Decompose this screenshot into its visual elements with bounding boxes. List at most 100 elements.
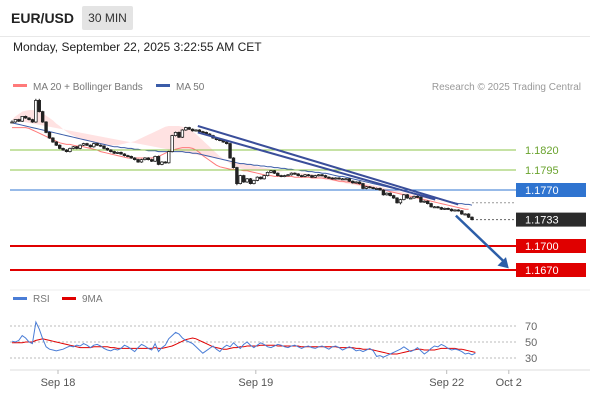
candle-body bbox=[201, 131, 205, 134]
candle-body bbox=[248, 178, 253, 185]
candle-body bbox=[415, 195, 420, 198]
candle-body bbox=[228, 143, 232, 159]
candle-body bbox=[391, 195, 396, 199]
candle-body bbox=[187, 127, 191, 130]
candle-body bbox=[293, 172, 297, 175]
candle-body bbox=[426, 200, 430, 204]
legend-label: RSI bbox=[33, 294, 50, 305]
candle-body bbox=[30, 119, 35, 123]
candle-body bbox=[224, 141, 229, 144]
candle-body bbox=[344, 178, 348, 181]
candle-body bbox=[13, 119, 18, 123]
timeframe-tab[interactable]: 30 MIN bbox=[82, 6, 133, 30]
candle-body bbox=[156, 155, 161, 165]
candle-body bbox=[466, 213, 471, 218]
candle-body bbox=[446, 207, 450, 210]
candle-body bbox=[20, 116, 24, 122]
level-badge-last bbox=[516, 212, 586, 227]
trendline bbox=[197, 125, 459, 206]
candle-body bbox=[463, 213, 467, 216]
candle-body bbox=[184, 127, 188, 131]
candle-body bbox=[320, 174, 324, 177]
candle-body bbox=[51, 137, 55, 143]
legend-swatch bbox=[156, 84, 170, 87]
legend-label: 9MA bbox=[82, 294, 103, 305]
candle-body bbox=[98, 144, 103, 147]
bollinger-band bbox=[12, 110, 469, 207]
candle-body bbox=[27, 117, 31, 120]
projection-arrowhead bbox=[497, 257, 509, 269]
candle-body bbox=[385, 192, 389, 196]
price-legend: MA 20 + Bollinger Bands MA 50 bbox=[13, 82, 205, 93]
candle-body bbox=[419, 196, 423, 203]
candle-body bbox=[78, 144, 82, 149]
candle-body bbox=[460, 210, 464, 215]
candle-body bbox=[378, 187, 382, 191]
candle-body bbox=[10, 121, 14, 124]
candle-body bbox=[167, 151, 171, 164]
level-badge-pivot bbox=[516, 183, 586, 197]
candle-body bbox=[374, 187, 379, 190]
candle-body bbox=[23, 116, 28, 119]
candle-body bbox=[351, 180, 355, 184]
candle-body bbox=[71, 146, 76, 149]
candle-body bbox=[122, 153, 127, 156]
rsi-tick-label: 30 bbox=[525, 353, 537, 365]
candle-body bbox=[177, 131, 181, 138]
candle-body bbox=[136, 159, 140, 163]
candle-body bbox=[170, 135, 174, 153]
x-tick-label: Sep 18 bbox=[41, 377, 76, 389]
candle-body bbox=[255, 176, 260, 181]
candle-body bbox=[269, 170, 273, 173]
candle-body bbox=[276, 172, 280, 176]
candle-body bbox=[408, 197, 413, 200]
candle-body bbox=[259, 176, 263, 180]
candle-body bbox=[286, 174, 290, 177]
candle-body bbox=[334, 177, 338, 180]
candle-body bbox=[265, 171, 270, 176]
candle-body bbox=[105, 147, 110, 151]
candle-body bbox=[422, 200, 426, 203]
candle-body bbox=[330, 177, 334, 180]
level-label-resistance: 1.1820 bbox=[525, 145, 559, 157]
level-label-support: 1.1670 bbox=[525, 265, 559, 277]
candle-body bbox=[327, 176, 331, 179]
rsi-ma-line bbox=[12, 337, 476, 355]
candle-body bbox=[398, 199, 403, 204]
candle-body bbox=[316, 174, 321, 177]
candle-body bbox=[197, 129, 202, 133]
rsi-legend: RSI 9MA bbox=[13, 294, 103, 305]
candle-body bbox=[296, 173, 300, 176]
candle-body bbox=[61, 147, 65, 151]
candle-body bbox=[306, 174, 311, 177]
trendline bbox=[197, 131, 436, 201]
candle-body bbox=[470, 216, 474, 220]
candle-body bbox=[44, 121, 48, 133]
level-label-pivot: 1.1770 bbox=[525, 185, 559, 197]
symbol-label: EUR/USD bbox=[11, 10, 75, 26]
candle-body bbox=[252, 179, 256, 184]
candle-body bbox=[357, 181, 362, 184]
candle-body bbox=[449, 208, 454, 212]
candle-body bbox=[102, 145, 106, 149]
candle-body bbox=[173, 131, 178, 136]
candle-body bbox=[405, 194, 409, 199]
candle-body bbox=[81, 143, 86, 146]
candle-body bbox=[132, 157, 137, 160]
level-label-last: 1.1733 bbox=[525, 215, 559, 227]
candle-body bbox=[139, 159, 144, 163]
legend-swatch bbox=[13, 297, 27, 300]
candle-body bbox=[313, 175, 317, 178]
candle-body bbox=[238, 175, 242, 185]
candle-body bbox=[64, 149, 69, 152]
candle-body bbox=[190, 128, 195, 132]
legend-label: MA 20 + Bollinger Bands bbox=[33, 82, 143, 93]
candle-body bbox=[75, 146, 79, 149]
candle-body bbox=[153, 155, 157, 162]
candle-body bbox=[310, 175, 314, 178]
candle-body bbox=[453, 209, 457, 212]
candle-body bbox=[262, 175, 266, 180]
credit-label: Research © 2025 Trading Central bbox=[432, 82, 581, 93]
rsi-line bbox=[11, 320, 476, 358]
